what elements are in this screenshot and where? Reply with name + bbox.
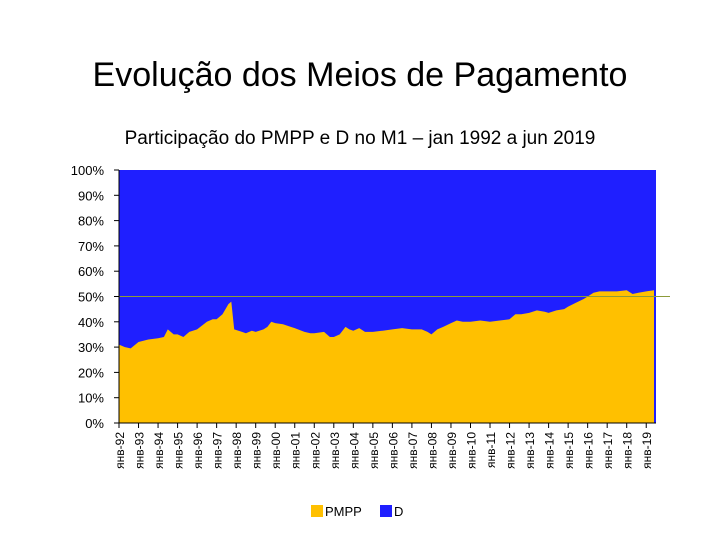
x-tick-label: янв-10 bbox=[464, 432, 478, 469]
x-tick-label: янв-18 bbox=[621, 432, 635, 469]
y-tick-label: 20% bbox=[78, 365, 104, 380]
x-tick-label: янв-95 bbox=[172, 432, 186, 469]
y-axis: 0% 10% 20% 30% 40% 50% 60% 70% 80% 90% 100% bbox=[71, 163, 120, 431]
x-tick-label: янв-04 bbox=[347, 432, 361, 469]
y-tick-label: 10% bbox=[78, 391, 104, 406]
legend-swatch-pmpp bbox=[311, 505, 323, 517]
chart-subtitle: Participação do PMPP e D no M1 – jan 199… bbox=[124, 128, 596, 149]
legend-label-d: D bbox=[394, 504, 403, 519]
x-tick-label: янв-05 bbox=[367, 432, 381, 469]
x-tick-label: янв-12 bbox=[504, 432, 518, 469]
x-tick-label: янв-03 bbox=[328, 432, 342, 469]
legend-swatch-d bbox=[380, 505, 392, 517]
x-tick-label: янв-19 bbox=[640, 432, 654, 469]
x-tick-label: янв-14 bbox=[543, 432, 557, 469]
y-tick-label: 90% bbox=[78, 188, 104, 203]
x-tick-label: янв-02 bbox=[308, 432, 322, 469]
x-tick-label: янв-93 bbox=[133, 432, 147, 469]
x-tick-label: янв-97 bbox=[211, 432, 225, 469]
x-axis: янв-92 янв-93 янв-94 янв-95 янв-96 янв-97 янв-… bbox=[113, 422, 656, 469]
x-tick-label: янв-07 bbox=[406, 432, 420, 469]
y-tick-label: 100% bbox=[71, 163, 105, 178]
x-tick-label: янв-17 bbox=[601, 432, 615, 469]
x-tick-label: янв-06 bbox=[386, 432, 400, 469]
x-tick-label: янв-96 bbox=[191, 432, 205, 469]
x-tick-label: янв-01 bbox=[289, 432, 303, 469]
series-pmpp-area bbox=[119, 290, 654, 423]
legend: PMPP D bbox=[311, 504, 403, 519]
y-tick-label: 40% bbox=[78, 315, 104, 330]
legend-label-pmpp: PMPP bbox=[325, 504, 362, 519]
x-tick-label: янв-15 bbox=[562, 432, 576, 469]
chart-title: Evolução dos Meios de Pagamento bbox=[92, 56, 628, 94]
y-tick-label: 50% bbox=[78, 290, 104, 305]
x-tick-label: янв-98 bbox=[230, 432, 244, 469]
x-tick-label: янв-99 bbox=[250, 432, 264, 469]
y-tick-label: 0% bbox=[85, 416, 104, 431]
y-tick-label: 70% bbox=[78, 239, 104, 254]
x-tick-label: янв-13 bbox=[523, 432, 537, 469]
plot-area bbox=[118, 170, 670, 423]
x-tick-label: янв-08 bbox=[425, 432, 439, 469]
y-tick-label: 30% bbox=[78, 340, 104, 355]
y-tick-label: 80% bbox=[78, 214, 104, 229]
y-tick-label: 60% bbox=[78, 264, 104, 279]
x-tick-label: янв-94 bbox=[152, 432, 166, 469]
x-tick-label: янв-92 bbox=[113, 432, 127, 469]
x-tick-label: янв-09 bbox=[445, 432, 459, 469]
x-tick-label: янв-16 bbox=[582, 432, 596, 469]
x-tick-label: янв-11 bbox=[484, 432, 498, 468]
x-tick-label: янв-00 bbox=[269, 432, 283, 469]
